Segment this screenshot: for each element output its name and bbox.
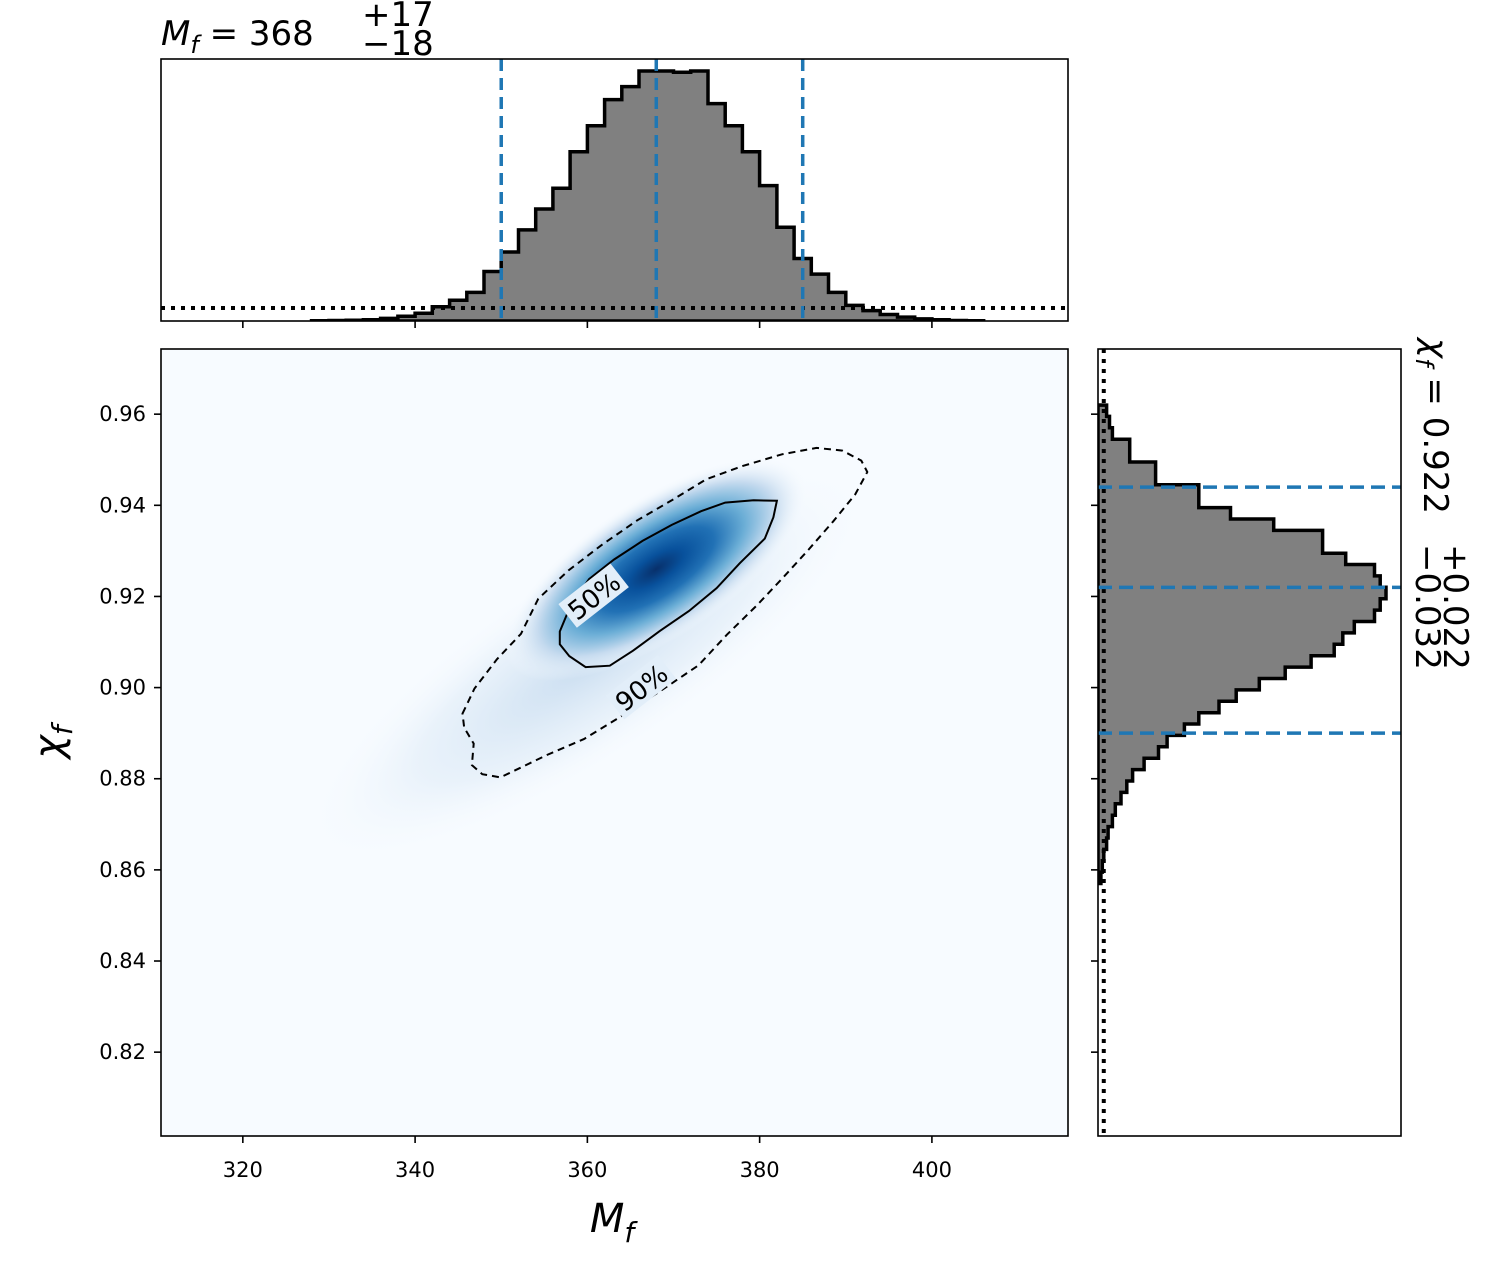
joint-frame <box>160 348 1069 1137</box>
top-marginal-panel: Mf = 368 +17 −18 <box>160 0 1069 328</box>
contour-50 <box>558 499 779 669</box>
x-tick-label: 340 <box>395 1158 435 1182</box>
top-histogram <box>309 69 986 321</box>
right-frame <box>1097 348 1402 1137</box>
joint-y-ticks: 0.82 0.84 0.86 0.88 0.90 0.92 0.94 0.96 <box>99 402 161 1064</box>
top-title-lower: −18 <box>362 24 434 64</box>
y-tick-label: 0.84 <box>99 949 146 973</box>
top-title-upper: +17 <box>362 0 434 35</box>
right-credible-lines <box>1098 485 1401 735</box>
svg-text:χf = 0.922: χf = 0.922 <box>1410 336 1455 514</box>
density-heatmap: 50% 90% <box>305 446 869 862</box>
right-title-lower: −0.032 <box>1407 544 1447 670</box>
x-tick-label: 380 <box>740 1158 780 1182</box>
y-tick-label: 0.92 <box>99 584 146 608</box>
x-tick-label: 400 <box>912 1158 952 1182</box>
x-axis-label: Mf <box>590 1196 639 1249</box>
right-title-upper: +0.022 <box>1435 544 1475 670</box>
right-y-ticks <box>1091 413 1098 1053</box>
top-frame <box>160 58 1069 322</box>
x-tick-label: 320 <box>223 1158 263 1182</box>
y-tick-label: 0.96 <box>99 402 146 426</box>
joint-panel: 50% 90% 320 340 360 380 400 0.82 0.84 0.86 0.88… <box>26 348 1069 1249</box>
right-marginal-panel: χf = 0.922 +0.022 −0.032 <box>1091 336 1475 1137</box>
density-core <box>504 457 808 682</box>
y-axis-label: χf <box>26 721 79 761</box>
y-tick-label: 0.86 <box>99 858 146 882</box>
top-x-ticks <box>242 321 933 328</box>
joint-x-ticks: 320 340 360 380 400 <box>223 1136 952 1182</box>
x-tick-label: 360 <box>567 1158 607 1182</box>
contour-90 <box>461 446 869 779</box>
top-credible-lines <box>499 59 805 321</box>
y-tick-label: 0.90 <box>99 676 146 700</box>
right-histogram <box>1098 403 1388 886</box>
top-title: Mf = 368 <box>161 14 314 59</box>
y-tick-label: 0.88 <box>99 767 146 791</box>
y-tick-label: 0.82 <box>99 1040 146 1064</box>
right-title: χf = 0.922 +0.022 −0.032 <box>1407 336 1475 670</box>
y-tick-label: 0.94 <box>99 493 146 517</box>
